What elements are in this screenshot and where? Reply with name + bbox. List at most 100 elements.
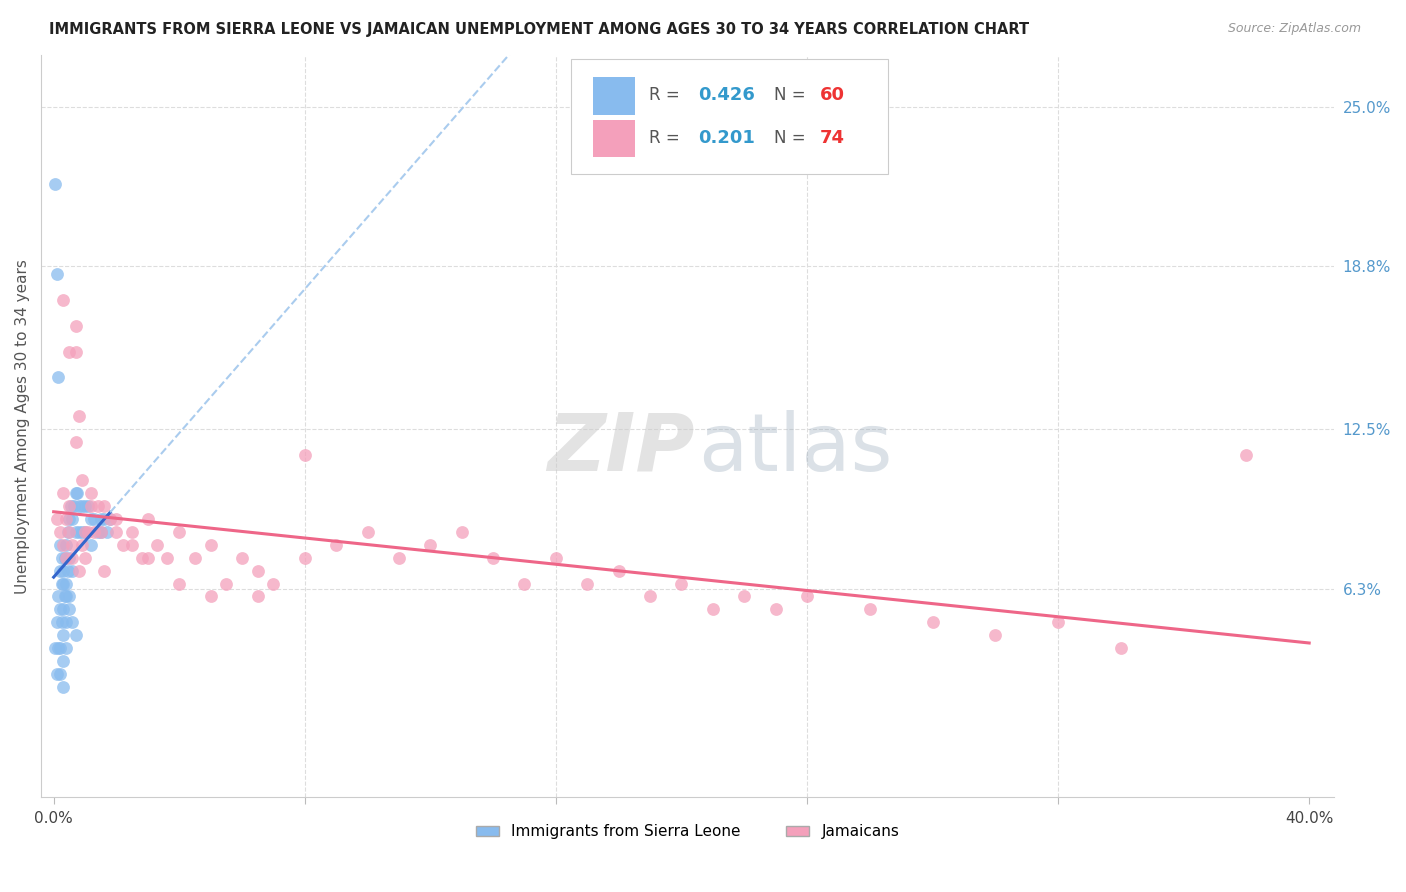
Point [1234,448,1257,462]
Point [73,550,96,565]
Point [294,550,316,565]
Point [52,564,75,578]
Point [49,524,72,539]
Point [93,512,115,526]
Point [121,524,143,539]
Text: Source: ZipAtlas.com: Source: ZipAtlas.com [1227,22,1361,36]
Point [67,564,90,578]
Point [131,550,153,565]
Point [53,550,76,565]
Point [55,615,77,630]
Point [90,524,112,539]
Point [80,512,103,526]
FancyBboxPatch shape [571,59,889,174]
Text: N =: N = [775,129,811,147]
Text: IMMIGRANTS FROM SIERRA LEONE VS JAMAICAN UNEMPLOYMENT AMONG AGES 30 TO 34 YEARS : IMMIGRANTS FROM SIERRA LEONE VS JAMAICAN… [49,22,1029,37]
Point [51,550,73,565]
Point [62,538,84,552]
Point [607,564,630,578]
Point [105,512,128,526]
Point [80,486,103,500]
Point [93,499,115,513]
Point [49,602,72,616]
Point [44,177,66,191]
Point [121,538,143,552]
Point [638,590,661,604]
Point [70,474,93,488]
Point [58,550,80,565]
Point [65,628,87,642]
Point [62,550,84,565]
Text: R =: R = [650,129,685,147]
Point [66,486,89,500]
Point [67,524,90,539]
Point [52,628,75,642]
Y-axis label: Unemployment Among Ages 30 to 34 years: Unemployment Among Ages 30 to 34 years [15,259,30,594]
FancyBboxPatch shape [593,78,634,114]
Point [52,293,75,307]
Point [55,550,77,565]
Point [231,550,253,565]
Point [45,267,67,281]
Point [62,564,84,578]
Text: 74: 74 [820,129,845,147]
Point [55,640,77,655]
Point [1047,615,1070,630]
Point [49,640,72,655]
Point [83,524,105,539]
Point [49,538,72,552]
Point [98,512,121,526]
Point [325,538,347,552]
Point [167,524,190,539]
Point [111,538,134,552]
Point [93,564,115,578]
Point [49,564,72,578]
Point [262,576,284,591]
Point [55,512,77,526]
Point [450,524,472,539]
Point [52,680,75,694]
Point [58,602,80,616]
Point [51,576,73,591]
Point [65,486,87,500]
Point [86,524,108,539]
Point [45,666,67,681]
Point [1109,640,1132,655]
Point [246,590,269,604]
Point [215,576,238,591]
Text: 0.426: 0.426 [697,87,755,104]
Point [77,524,100,539]
Point [73,524,96,539]
Point [544,550,567,565]
Point [45,615,67,630]
Point [65,434,87,449]
Point [52,576,75,591]
Point [576,576,599,591]
Point [56,564,79,578]
Point [921,615,943,630]
Point [388,550,411,565]
Point [167,576,190,591]
Point [90,524,112,539]
Point [80,499,103,513]
Point [136,512,159,526]
Point [58,512,80,526]
Text: atlas: atlas [697,409,893,488]
Point [513,576,536,591]
Point [98,512,121,526]
Point [65,524,87,539]
Point [105,524,128,539]
Point [73,499,96,513]
Point [184,550,207,565]
Point [44,640,66,655]
Point [52,654,75,668]
Point [200,590,222,604]
Point [52,486,75,500]
Point [356,524,378,539]
Point [55,590,77,604]
Point [80,538,103,552]
Point [246,564,269,578]
Point [70,538,93,552]
Point [55,538,77,552]
Text: 0.201: 0.201 [697,129,755,147]
